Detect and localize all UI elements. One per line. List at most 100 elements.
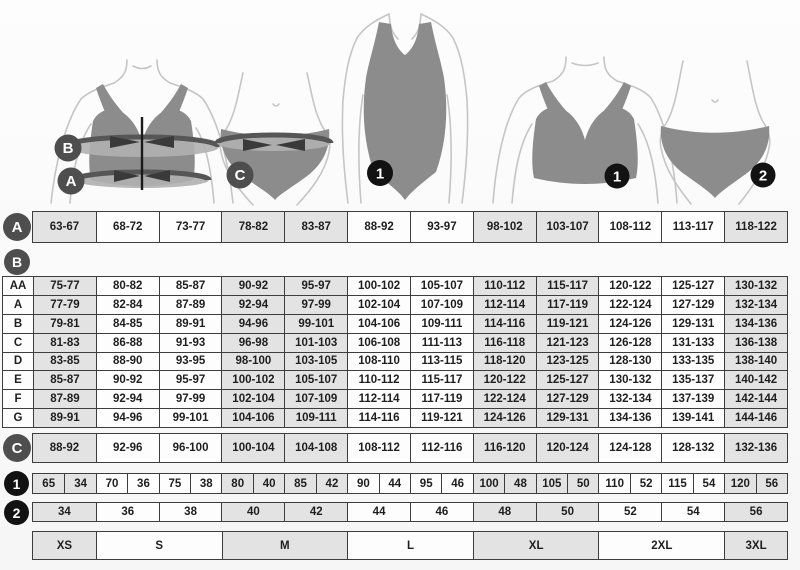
- bust-range-cell: 89-91: [158, 314, 222, 333]
- bust-range-cell: 134-136: [598, 409, 662, 427]
- bust-range-cell: 110-112: [472, 277, 536, 295]
- bust-range-cell: 142-144: [724, 390, 787, 409]
- bust-range-cell: 105-107: [409, 277, 473, 295]
- bust-range-cell: 120-122: [472, 371, 536, 390]
- table-b-badge: B: [4, 249, 30, 275]
- underbust-range-cell: 88-92: [347, 212, 410, 242]
- bra-size-cell: 110: [598, 474, 630, 493]
- cup-row-header: C: [3, 333, 33, 352]
- bust-range-cell: 83-85: [33, 352, 96, 371]
- hip-range-cell: 104-108: [284, 434, 348, 462]
- bust-range-cell: 113-115: [409, 352, 473, 371]
- hip-range-row: 88-92 92-96 96-100 100-104 104-108 108-112 112…: [32, 433, 788, 463]
- row-a-badge: A: [3, 213, 31, 241]
- hip-range-cell: 108-112: [347, 434, 410, 462]
- bust-range-cell: 105-107: [284, 371, 348, 390]
- bust-range-cell: 115-117: [409, 371, 473, 390]
- bust-range-cell: 124-126: [598, 314, 662, 333]
- underbust-range-cell: 103-107: [535, 212, 599, 242]
- bust-range-cell: 85-87: [33, 371, 96, 390]
- bust-range-cell: 138-140: [724, 352, 787, 371]
- hip-measure-band: [214, 132, 334, 151]
- underbust-range-cell: 63-67: [33, 212, 96, 242]
- bust-range-cell: 126-128: [598, 333, 662, 352]
- underbust-label-badge: A: [57, 167, 85, 195]
- svg-text:1: 1: [376, 166, 384, 183]
- bra-size-cell: 52: [629, 474, 662, 493]
- confection-size-row: 34 36 38 40 42 44 46 48 50 52 54 56: [32, 502, 788, 522]
- bust-range-cell: 140-142: [724, 371, 787, 390]
- bra-size-cell: 100: [472, 474, 505, 493]
- bust-range-cell: 112-114: [347, 390, 410, 409]
- bust-range-cell: 88-90: [95, 352, 159, 371]
- bust-range-cell: 137-139: [661, 390, 725, 409]
- bust-range-cell: 115-117: [535, 277, 599, 295]
- bust-range-cell: 92-94: [221, 295, 285, 314]
- letter-size-cell: XS: [33, 532, 96, 559]
- bra-size-cell: 48: [504, 474, 536, 493]
- bust-range-cell: 99-101: [284, 314, 348, 333]
- bra-size-cell: 90: [347, 474, 379, 493]
- confection-size-cell: 50: [535, 503, 599, 521]
- cup-row-header: A: [3, 295, 33, 314]
- bra-size-cell: 65: [33, 474, 65, 493]
- bust-range-cell: 120-122: [598, 277, 662, 295]
- bust-range-cell: 106-108: [347, 333, 410, 352]
- underbust-range-cell: 78-82: [221, 212, 285, 242]
- bra-size-cell: 75: [158, 474, 191, 493]
- confection-size-cell: 48: [472, 503, 536, 521]
- cup-row-header: E: [3, 371, 33, 390]
- confection-size-cell: 36: [95, 503, 159, 521]
- bra-size-cell: 44: [378, 474, 410, 493]
- bust-range-cell: 118-120: [472, 352, 536, 371]
- bust-range-cell: 114-116: [347, 409, 410, 427]
- confection-size-cells: 34 36 38 40 42 44 46 48 50 52 54 56: [33, 503, 787, 521]
- bust-range-cell: 79-81: [33, 314, 96, 333]
- hip-range-cell: 92-96: [95, 434, 159, 462]
- bust-range-cell: 99-101: [158, 409, 222, 427]
- cup-row-A: A 77-79 82-84 87-89 92-94 97-99 102-104 107-109…: [3, 294, 787, 314]
- confection-size-cell: 38: [158, 503, 222, 521]
- row-1-badge: 1: [4, 471, 29, 496]
- bust-range-cell: 124-126: [472, 409, 536, 427]
- bust-range-cell: 135-137: [661, 371, 725, 390]
- bra-size-cell: 42: [315, 474, 348, 493]
- bust-range-cell: 77-79: [33, 295, 96, 314]
- underbust-range-cell: 93-97: [409, 212, 473, 242]
- underbust-range-cell: 68-72: [95, 212, 159, 242]
- bust-range-cell: 144-146: [724, 409, 787, 427]
- bust-range-cell: 85-87: [158, 277, 222, 295]
- bust-range-cell: 129-131: [661, 314, 725, 333]
- bust-label-badge: B: [54, 134, 82, 162]
- bust-range-cell: 109-111: [409, 314, 473, 333]
- bra-size-cell: 54: [692, 474, 725, 493]
- letter-size-cell: 3XL: [724, 532, 787, 559]
- bust-range-cell: 107-109: [409, 295, 473, 314]
- bust-range-cell: 86-88: [95, 333, 159, 352]
- hip-range-cell: 132-136: [724, 434, 787, 462]
- bust-range-cell: 127-129: [535, 390, 599, 409]
- letter-size-cell: 2XL: [598, 532, 725, 559]
- row-2-badge: 2: [4, 500, 29, 525]
- underbust-range-cell: 98-102: [472, 212, 536, 242]
- cup-row-D: D 83-85 88-90 93-95 98-100 103-105 108-110 113-…: [3, 351, 787, 371]
- bra-size-cell: 115: [661, 474, 693, 493]
- bra-size-row: 65 34 70 36 75 38 80 40 85 42 90 44 95 46 100 48 105 50 11…: [32, 473, 788, 494]
- bust-range-cell: 111-113: [409, 333, 473, 352]
- bust-range-cell: 134-136: [724, 314, 787, 333]
- bust-range-cell: 109-111: [284, 409, 348, 427]
- underbust-range-cells: 63-67 68-72 73-77 78-82 83-87 88-92 93-97 98-10…: [33, 212, 787, 242]
- bust-range-cell: 127-129: [661, 295, 725, 314]
- bust-range-cell: 122-124: [472, 390, 536, 409]
- cup-row-AA: AA 75-77 80-82 85-87 90-92 95-97 100-102 105-10…: [3, 277, 787, 295]
- bust-range-cell: 81-83: [33, 333, 96, 352]
- bra-size-cell: 95: [409, 474, 442, 493]
- confection-size-cell: 56: [724, 503, 787, 521]
- cup-row-C: C 81-83 86-88 91-93 96-98 101-103 106-108 111-1…: [3, 332, 787, 352]
- letter-size-cell: L: [347, 532, 473, 559]
- bust-range-cell: 107-109: [284, 390, 348, 409]
- bust-range-cell: 131-133: [661, 333, 725, 352]
- bust-range-cell: 104-106: [347, 314, 410, 333]
- swimsuit-label-badge: 1: [367, 160, 393, 186]
- hip-range-cell: 96-100: [158, 434, 222, 462]
